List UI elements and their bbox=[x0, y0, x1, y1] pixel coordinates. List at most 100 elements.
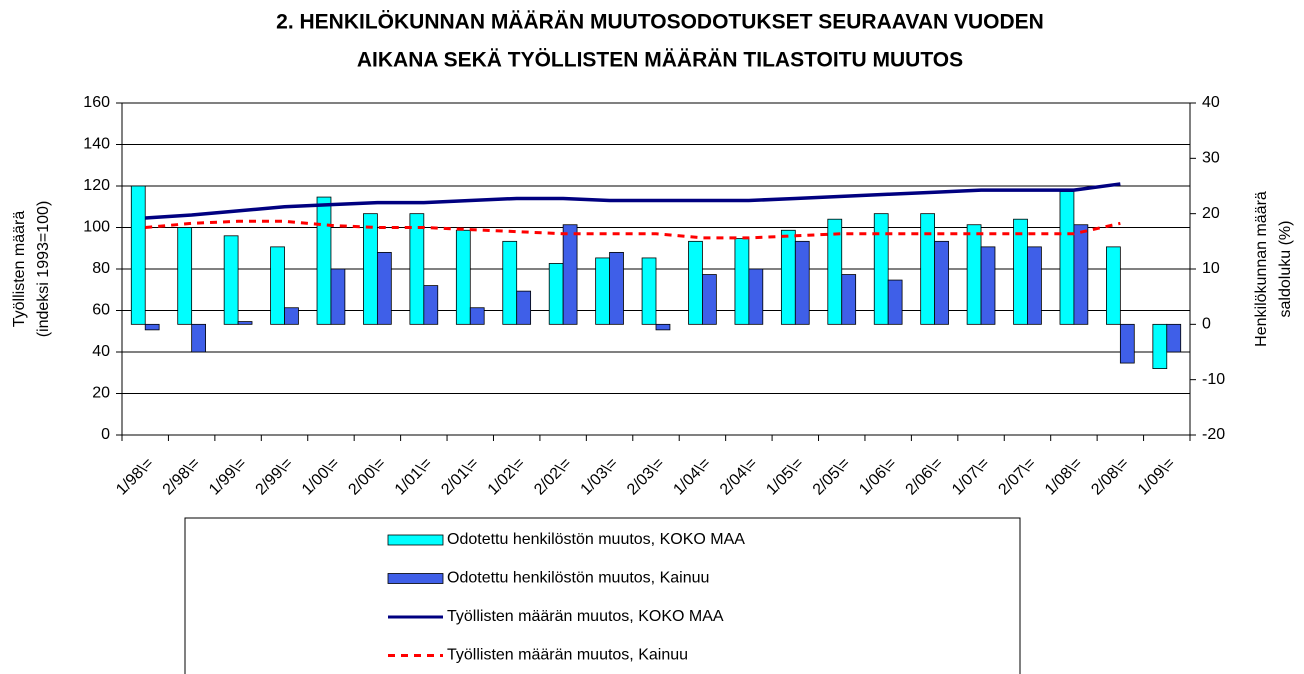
bar bbox=[223, 235, 239, 325]
bar bbox=[1027, 246, 1042, 325]
legend-swatch bbox=[387, 534, 444, 546]
bar bbox=[873, 213, 889, 325]
bar bbox=[270, 246, 285, 325]
bar bbox=[1106, 246, 1121, 325]
bar bbox=[502, 240, 518, 325]
bar bbox=[841, 274, 857, 325]
y2-tick-label: 20 bbox=[1202, 205, 1220, 222]
x-tick-label: 1/05\= bbox=[763, 455, 807, 499]
bar bbox=[191, 323, 206, 353]
x-tick-label: 1/07\= bbox=[949, 455, 993, 499]
legend-label: Työllisten määrän muutos, Kainuu bbox=[447, 647, 688, 664]
y2-tick-label: 10 bbox=[1202, 260, 1220, 277]
y2-tick-label: 0 bbox=[1202, 316, 1211, 333]
bar bbox=[130, 185, 146, 325]
bar bbox=[469, 307, 485, 325]
y-tick-label: 0 bbox=[101, 426, 110, 443]
y-tick-label: 120 bbox=[83, 177, 110, 194]
bar bbox=[734, 238, 750, 325]
legend-box bbox=[184, 517, 1021, 674]
x-tick-label: 2/98\= bbox=[160, 455, 204, 499]
bar bbox=[702, 274, 717, 325]
bar bbox=[1119, 323, 1135, 364]
x-tick-label: 1/09\= bbox=[1135, 455, 1179, 499]
legend-label: Odotettu henkilöstön muutos, Kainuu bbox=[447, 570, 709, 587]
bar bbox=[237, 321, 253, 325]
bar bbox=[316, 196, 332, 325]
bar bbox=[780, 229, 796, 325]
bar bbox=[595, 257, 610, 325]
y2-tick-label: -10 bbox=[1202, 371, 1225, 388]
bar bbox=[376, 251, 392, 325]
y-tick-label: 20 bbox=[92, 385, 110, 402]
bar bbox=[655, 323, 671, 331]
y2-axis-label: saldoluku (%) bbox=[1277, 221, 1294, 318]
y-tick-label: 80 bbox=[92, 260, 110, 277]
x-tick-label: 1/02\= bbox=[485, 455, 529, 499]
bar bbox=[934, 240, 949, 325]
y2-tick-label: 30 bbox=[1202, 150, 1220, 167]
y-axis-label: Työllisten määrä bbox=[11, 211, 28, 328]
x-tick-label: 2/99\= bbox=[253, 455, 297, 499]
legend-label: Työllisten määrän muutos, KOKO MAA bbox=[447, 608, 724, 625]
y-tick-label: 140 bbox=[83, 136, 110, 153]
y2-axis-label: Henkilökunnan määrä bbox=[1253, 191, 1270, 347]
x-tick-label: 2/06\= bbox=[903, 455, 947, 499]
bar bbox=[1059, 191, 1075, 325]
x-tick-label: 2/02\= bbox=[531, 455, 575, 499]
bar bbox=[1166, 323, 1182, 353]
bar bbox=[562, 224, 578, 325]
y2-tick-label: 40 bbox=[1202, 94, 1220, 111]
x-tick-label: 2/08\= bbox=[1088, 455, 1132, 499]
y-tick-label: 40 bbox=[92, 343, 110, 360]
legend-label: Odotettu henkilöstön muutos, KOKO MAA bbox=[447, 531, 745, 548]
bar bbox=[609, 251, 624, 325]
bar bbox=[455, 229, 471, 325]
bar bbox=[887, 279, 903, 325]
x-tick-label: 2/05\= bbox=[810, 455, 854, 499]
y-axis-label: (indeksi 1993=100) bbox=[35, 201, 52, 338]
x-tick-label: 1/04\= bbox=[670, 455, 714, 499]
x-tick-label: 1/98\= bbox=[113, 455, 157, 499]
y-tick-label: 60 bbox=[92, 302, 110, 319]
chart-title: AIKANA SEKÄ TYÖLLISTEN MÄÄRÄN TILASTOITU… bbox=[357, 49, 963, 72]
x-tick-label: 2/01\= bbox=[438, 455, 482, 499]
x-tick-label: 1/01\= bbox=[392, 455, 436, 499]
bar bbox=[363, 213, 378, 325]
bar bbox=[980, 246, 996, 325]
bar bbox=[794, 240, 810, 325]
bar bbox=[409, 213, 425, 325]
y2-tick-label: -20 bbox=[1202, 426, 1225, 443]
bar bbox=[1073, 224, 1089, 325]
bar bbox=[516, 290, 532, 325]
x-tick-label: 2/04\= bbox=[717, 455, 761, 499]
line bbox=[145, 182, 1121, 220]
bar bbox=[330, 268, 346, 325]
x-tick-label: 1/08\= bbox=[1042, 455, 1086, 499]
bar bbox=[748, 268, 764, 325]
x-tick-label: 2/00\= bbox=[345, 455, 389, 499]
x-tick-label: 1/00\= bbox=[299, 455, 343, 499]
x-tick-label: 2/03\= bbox=[624, 455, 668, 499]
y-tick-label: 160 bbox=[83, 94, 110, 111]
bar bbox=[144, 323, 160, 331]
bar bbox=[920, 213, 936, 325]
bar bbox=[641, 257, 657, 325]
y-tick-label: 100 bbox=[83, 219, 110, 236]
bar bbox=[548, 263, 564, 325]
line bbox=[145, 219, 1121, 240]
x-tick-label: 2/07\= bbox=[995, 455, 1039, 499]
bar bbox=[966, 224, 982, 325]
bar bbox=[177, 227, 193, 325]
bar bbox=[688, 240, 703, 325]
bar bbox=[284, 307, 299, 325]
legend-swatch bbox=[387, 573, 444, 584]
bar bbox=[1152, 323, 1168, 370]
x-tick-label: 1/03\= bbox=[578, 455, 622, 499]
x-tick-label: 1/06\= bbox=[856, 455, 900, 499]
bar bbox=[827, 218, 843, 325]
bar bbox=[423, 285, 439, 325]
x-tick-label: 1/99\= bbox=[206, 455, 250, 499]
chart-title: 2. HENKILÖKUNNAN MÄÄRÄN MUUTOSODOTUKSET … bbox=[276, 11, 1044, 34]
